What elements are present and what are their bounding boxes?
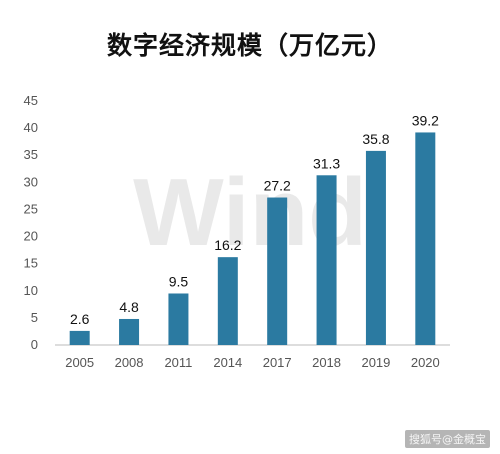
- y-tick-label: 15: [24, 256, 38, 271]
- data-label-2008: 4.8: [119, 299, 139, 315]
- y-axis: 0 5 10 15 20 25 30 35 40 45: [24, 93, 38, 352]
- y-tick-label: 45: [24, 93, 38, 108]
- data-label-2019: 35.8: [362, 131, 389, 147]
- bar-2014: [217, 257, 238, 345]
- y-tick-label: 20: [24, 229, 38, 244]
- bars: [69, 132, 436, 345]
- y-tick-label: 35: [24, 147, 38, 162]
- data-labels: 2.6 4.8 9.5 16.2 27.2 31.3 35.8 39.2: [70, 112, 439, 326]
- x-tick-label-2017: 2017: [263, 355, 292, 370]
- bar-2008: [119, 318, 140, 345]
- bar-2019: [365, 150, 386, 345]
- data-label-2005: 2.6: [70, 311, 90, 327]
- data-label-2017: 27.2: [264, 178, 291, 194]
- data-label-2014: 16.2: [214, 237, 241, 253]
- y-tick-label: 30: [24, 174, 38, 189]
- x-tick-label-2020: 2020: [411, 355, 440, 370]
- bar-2020: [415, 132, 436, 345]
- bar-2011: [168, 293, 189, 345]
- x-tick-label-2014: 2014: [213, 355, 242, 370]
- data-label-2020: 39.2: [412, 112, 439, 128]
- x-tick-label-2008: 2008: [115, 355, 144, 370]
- data-label-2018: 31.3: [313, 155, 340, 171]
- x-tick-label-2005: 2005: [65, 355, 94, 370]
- chart-title: 数字经济规模（万亿元）: [106, 31, 393, 60]
- x-tick-label-2019: 2019: [361, 355, 390, 370]
- x-tick-label-2011: 2011: [164, 355, 192, 370]
- x-tick-label-2018: 2018: [312, 355, 341, 370]
- bar-2005: [69, 330, 90, 345]
- footer-credit: 搜狐号@金概宝: [405, 430, 490, 448]
- bar-2018: [316, 175, 337, 345]
- y-tick-label: 40: [24, 120, 38, 135]
- y-tick-label: 25: [24, 201, 38, 216]
- y-tick-label: 10: [24, 283, 38, 298]
- bar-2017: [267, 197, 288, 345]
- y-tick-label: 0: [31, 337, 38, 352]
- data-label-2011: 9.5: [169, 273, 189, 289]
- x-axis: 2005 2008 2011 2014 2017 2018 2019 2020: [55, 344, 450, 370]
- y-tick-label: 5: [31, 310, 38, 325]
